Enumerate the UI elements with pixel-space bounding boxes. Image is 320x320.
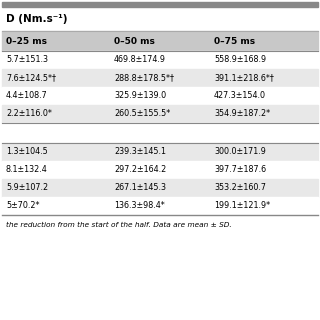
Text: 300.0±171.9: 300.0±171.9	[214, 148, 266, 156]
Text: 5.9±107.2: 5.9±107.2	[6, 183, 48, 193]
Text: D (Nm.s⁻¹): D (Nm.s⁻¹)	[6, 14, 68, 24]
Text: 239.3±145.1: 239.3±145.1	[114, 148, 166, 156]
Bar	[2, 7, 318, 31]
Bar	[2, 69, 318, 87]
Text: 199.1±121.9*: 199.1±121.9*	[214, 202, 270, 211]
Text: 391.1±218.6*†: 391.1±218.6*†	[214, 74, 274, 83]
Text: 558.9±168.9: 558.9±168.9	[214, 55, 266, 65]
Bar	[2, 123, 318, 143]
Bar	[2, 161, 318, 179]
Text: 0–75 ms: 0–75 ms	[214, 36, 255, 45]
Text: 260.5±155.5*: 260.5±155.5*	[114, 109, 170, 118]
Text: 397.7±187.6: 397.7±187.6	[214, 165, 266, 174]
Text: 0–50 ms: 0–50 ms	[114, 36, 155, 45]
Text: 2.2±116.0*: 2.2±116.0*	[6, 109, 52, 118]
Text: 7.6±124.5*†: 7.6±124.5*†	[6, 74, 56, 83]
Text: 5±70.2*: 5±70.2*	[6, 202, 39, 211]
Text: 136.3±98.4*: 136.3±98.4*	[114, 202, 165, 211]
Text: 288.8±178.5*†: 288.8±178.5*†	[114, 74, 174, 83]
Bar	[2, 197, 318, 215]
Text: 8.1±132.4: 8.1±132.4	[6, 165, 48, 174]
Bar	[2, 2, 318, 7]
Text: 427.3±154.0: 427.3±154.0	[214, 92, 266, 100]
Bar	[2, 87, 318, 105]
Bar	[2, 179, 318, 197]
Text: 4.4±108.7: 4.4±108.7	[6, 92, 48, 100]
Bar	[2, 51, 318, 69]
Bar	[2, 143, 318, 161]
Bar	[2, 215, 318, 237]
Text: the reduction from the start of the half. Data are mean ± SD.: the reduction from the start of the half…	[6, 222, 232, 228]
Text: 469.8±174.9: 469.8±174.9	[114, 55, 166, 65]
Bar	[2, 105, 318, 123]
Text: 297.2±164.2: 297.2±164.2	[114, 165, 166, 174]
Text: 354.9±187.2*: 354.9±187.2*	[214, 109, 270, 118]
Text: 5.7±151.3: 5.7±151.3	[6, 55, 48, 65]
Text: 1.3±104.5: 1.3±104.5	[6, 148, 48, 156]
Text: 325.9±139.0: 325.9±139.0	[114, 92, 166, 100]
Text: 0–25 ms: 0–25 ms	[6, 36, 47, 45]
Bar	[2, 31, 318, 51]
Text: 353.2±160.7: 353.2±160.7	[214, 183, 266, 193]
Text: 267.1±145.3: 267.1±145.3	[114, 183, 166, 193]
